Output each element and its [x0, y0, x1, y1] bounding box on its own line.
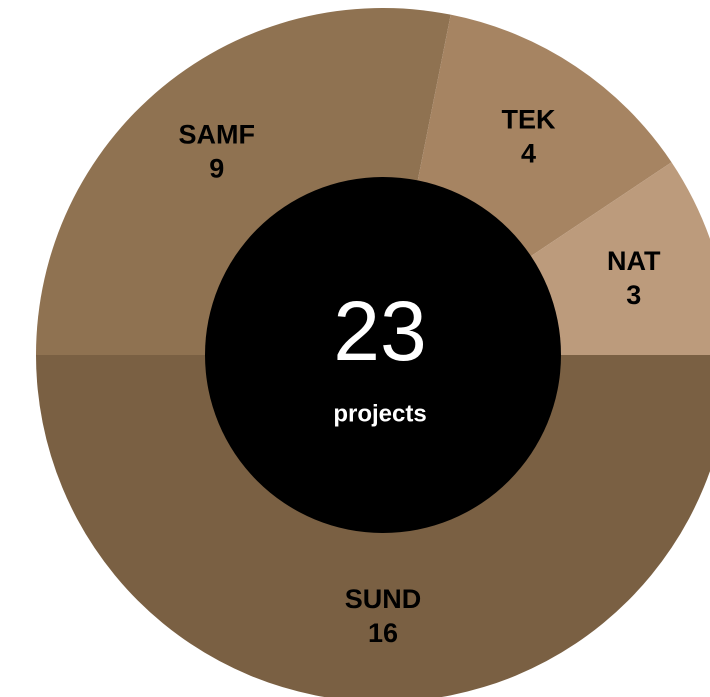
segment-name: SUND — [345, 584, 422, 614]
segment-value: 3 — [626, 280, 641, 310]
segment-value: 4 — [521, 138, 536, 168]
segment-value: 9 — [209, 154, 224, 184]
center-text: projects — [333, 400, 426, 427]
center-value: 23 — [333, 284, 426, 378]
donut-hole — [205, 177, 561, 533]
segment-name: NAT — [607, 246, 661, 276]
segment-name: TEK — [502, 104, 557, 134]
segment-value: 16 — [368, 618, 398, 648]
segment-name: SAMF — [179, 120, 256, 150]
